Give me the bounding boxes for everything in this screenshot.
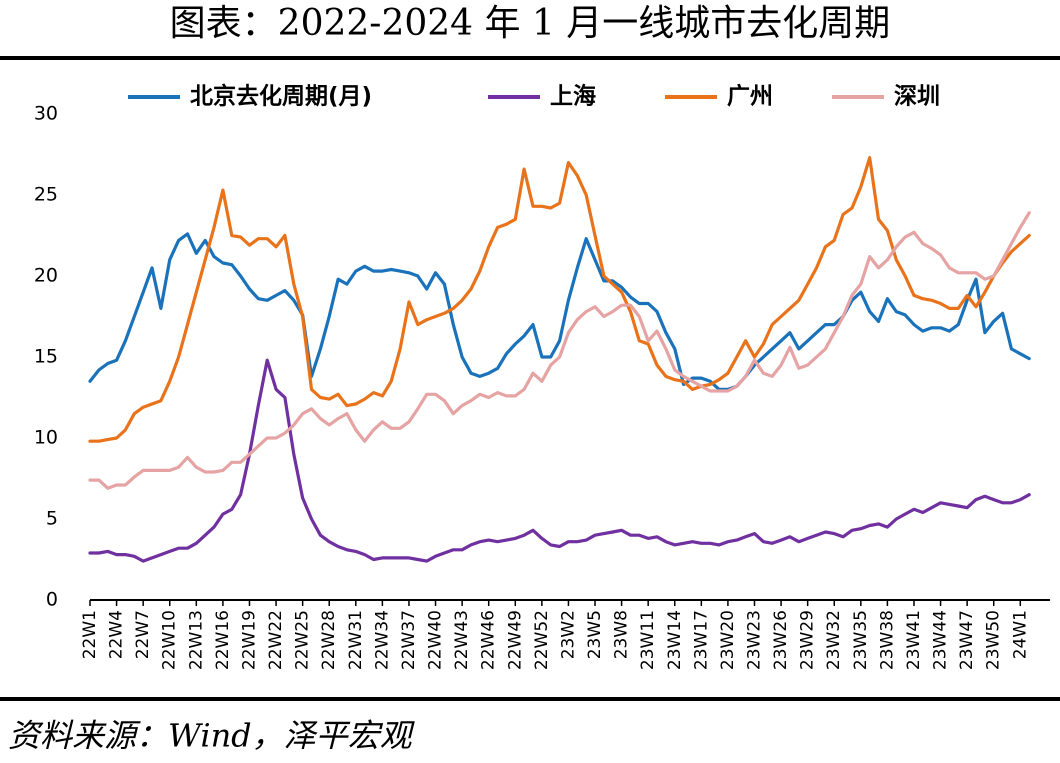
x-tick-label: 22W19 xyxy=(239,610,259,670)
legend-label: 上海 xyxy=(550,83,596,110)
x-tick-label: 23W38 xyxy=(877,610,897,670)
x-tick-label: 22W4 xyxy=(107,610,127,659)
x-tick-label: 22W10 xyxy=(160,610,180,670)
legend-label: 广州 xyxy=(727,83,773,110)
y-tick-label: 15 xyxy=(34,346,58,368)
x-tick-label: 23W11 xyxy=(638,610,658,670)
top-rule xyxy=(0,56,1060,60)
x-tick-label: 22W1 xyxy=(80,610,100,659)
x-tick-label: 22W22 xyxy=(266,610,286,670)
x-tick-label: 23W47 xyxy=(957,610,977,670)
x-tick-label: 23W29 xyxy=(798,610,818,670)
series-line xyxy=(88,156,1031,443)
y-tick-label: 10 xyxy=(34,427,58,449)
x-tick-label: 22W43 xyxy=(452,610,472,670)
y-tick-label: 25 xyxy=(34,184,58,206)
x-tick-label: 22W34 xyxy=(372,610,392,670)
x-tick-label: 22W37 xyxy=(399,610,419,670)
y-tick-label: 5 xyxy=(46,508,58,530)
x-tick-label: 22W28 xyxy=(319,610,339,670)
x-tick-label: 22W13 xyxy=(186,610,206,670)
x-tick-label: 22W25 xyxy=(293,610,313,670)
x-tick-label: 22W46 xyxy=(479,610,499,670)
x-tick-label: 22W40 xyxy=(426,610,446,670)
legend-label: 北京去化周期(月) xyxy=(190,83,372,110)
x-tick-label: 23W5 xyxy=(585,610,605,659)
bottom-rule xyxy=(0,697,1060,701)
series-line xyxy=(88,211,1031,490)
x-tick-label: 23W2 xyxy=(558,610,578,659)
x-tick-label: 23W8 xyxy=(612,610,632,659)
x-tick-label: 23W17 xyxy=(691,610,711,670)
x-tick-label: 23W41 xyxy=(904,610,924,670)
x-tick-label: 22W52 xyxy=(532,610,552,670)
x-tick-label: 23W35 xyxy=(851,610,871,670)
x-tick-label: 24W1 xyxy=(1010,610,1030,659)
x-tick-label: 23W23 xyxy=(745,610,765,670)
series-line xyxy=(88,358,1031,563)
y-tick-label: 20 xyxy=(34,265,58,287)
y-tick-label: 30 xyxy=(34,103,58,125)
x-tick-label: 23W32 xyxy=(824,610,844,670)
x-tick-label: 22W7 xyxy=(133,610,153,659)
y-tick-label: 0 xyxy=(46,589,58,611)
series-line xyxy=(88,232,1031,391)
x-tick-label: 23W44 xyxy=(931,610,951,670)
x-tick-label: 23W50 xyxy=(984,610,1004,670)
chart-title: 图表：2022-2024 年 1 月一线城市去化周期 xyxy=(170,3,891,44)
x-tick-label: 23W14 xyxy=(665,610,685,670)
legend-label: 深圳 xyxy=(894,84,940,110)
source-note: 资料来源：Wind，泽平宏观 xyxy=(8,717,416,755)
x-tick-label: 23W20 xyxy=(718,610,738,670)
x-tick-label: 22W16 xyxy=(213,610,233,670)
x-tick-label: 23W26 xyxy=(771,610,791,670)
x-tick-label: 22W31 xyxy=(346,610,366,670)
x-tick-label: 22W49 xyxy=(505,610,525,670)
